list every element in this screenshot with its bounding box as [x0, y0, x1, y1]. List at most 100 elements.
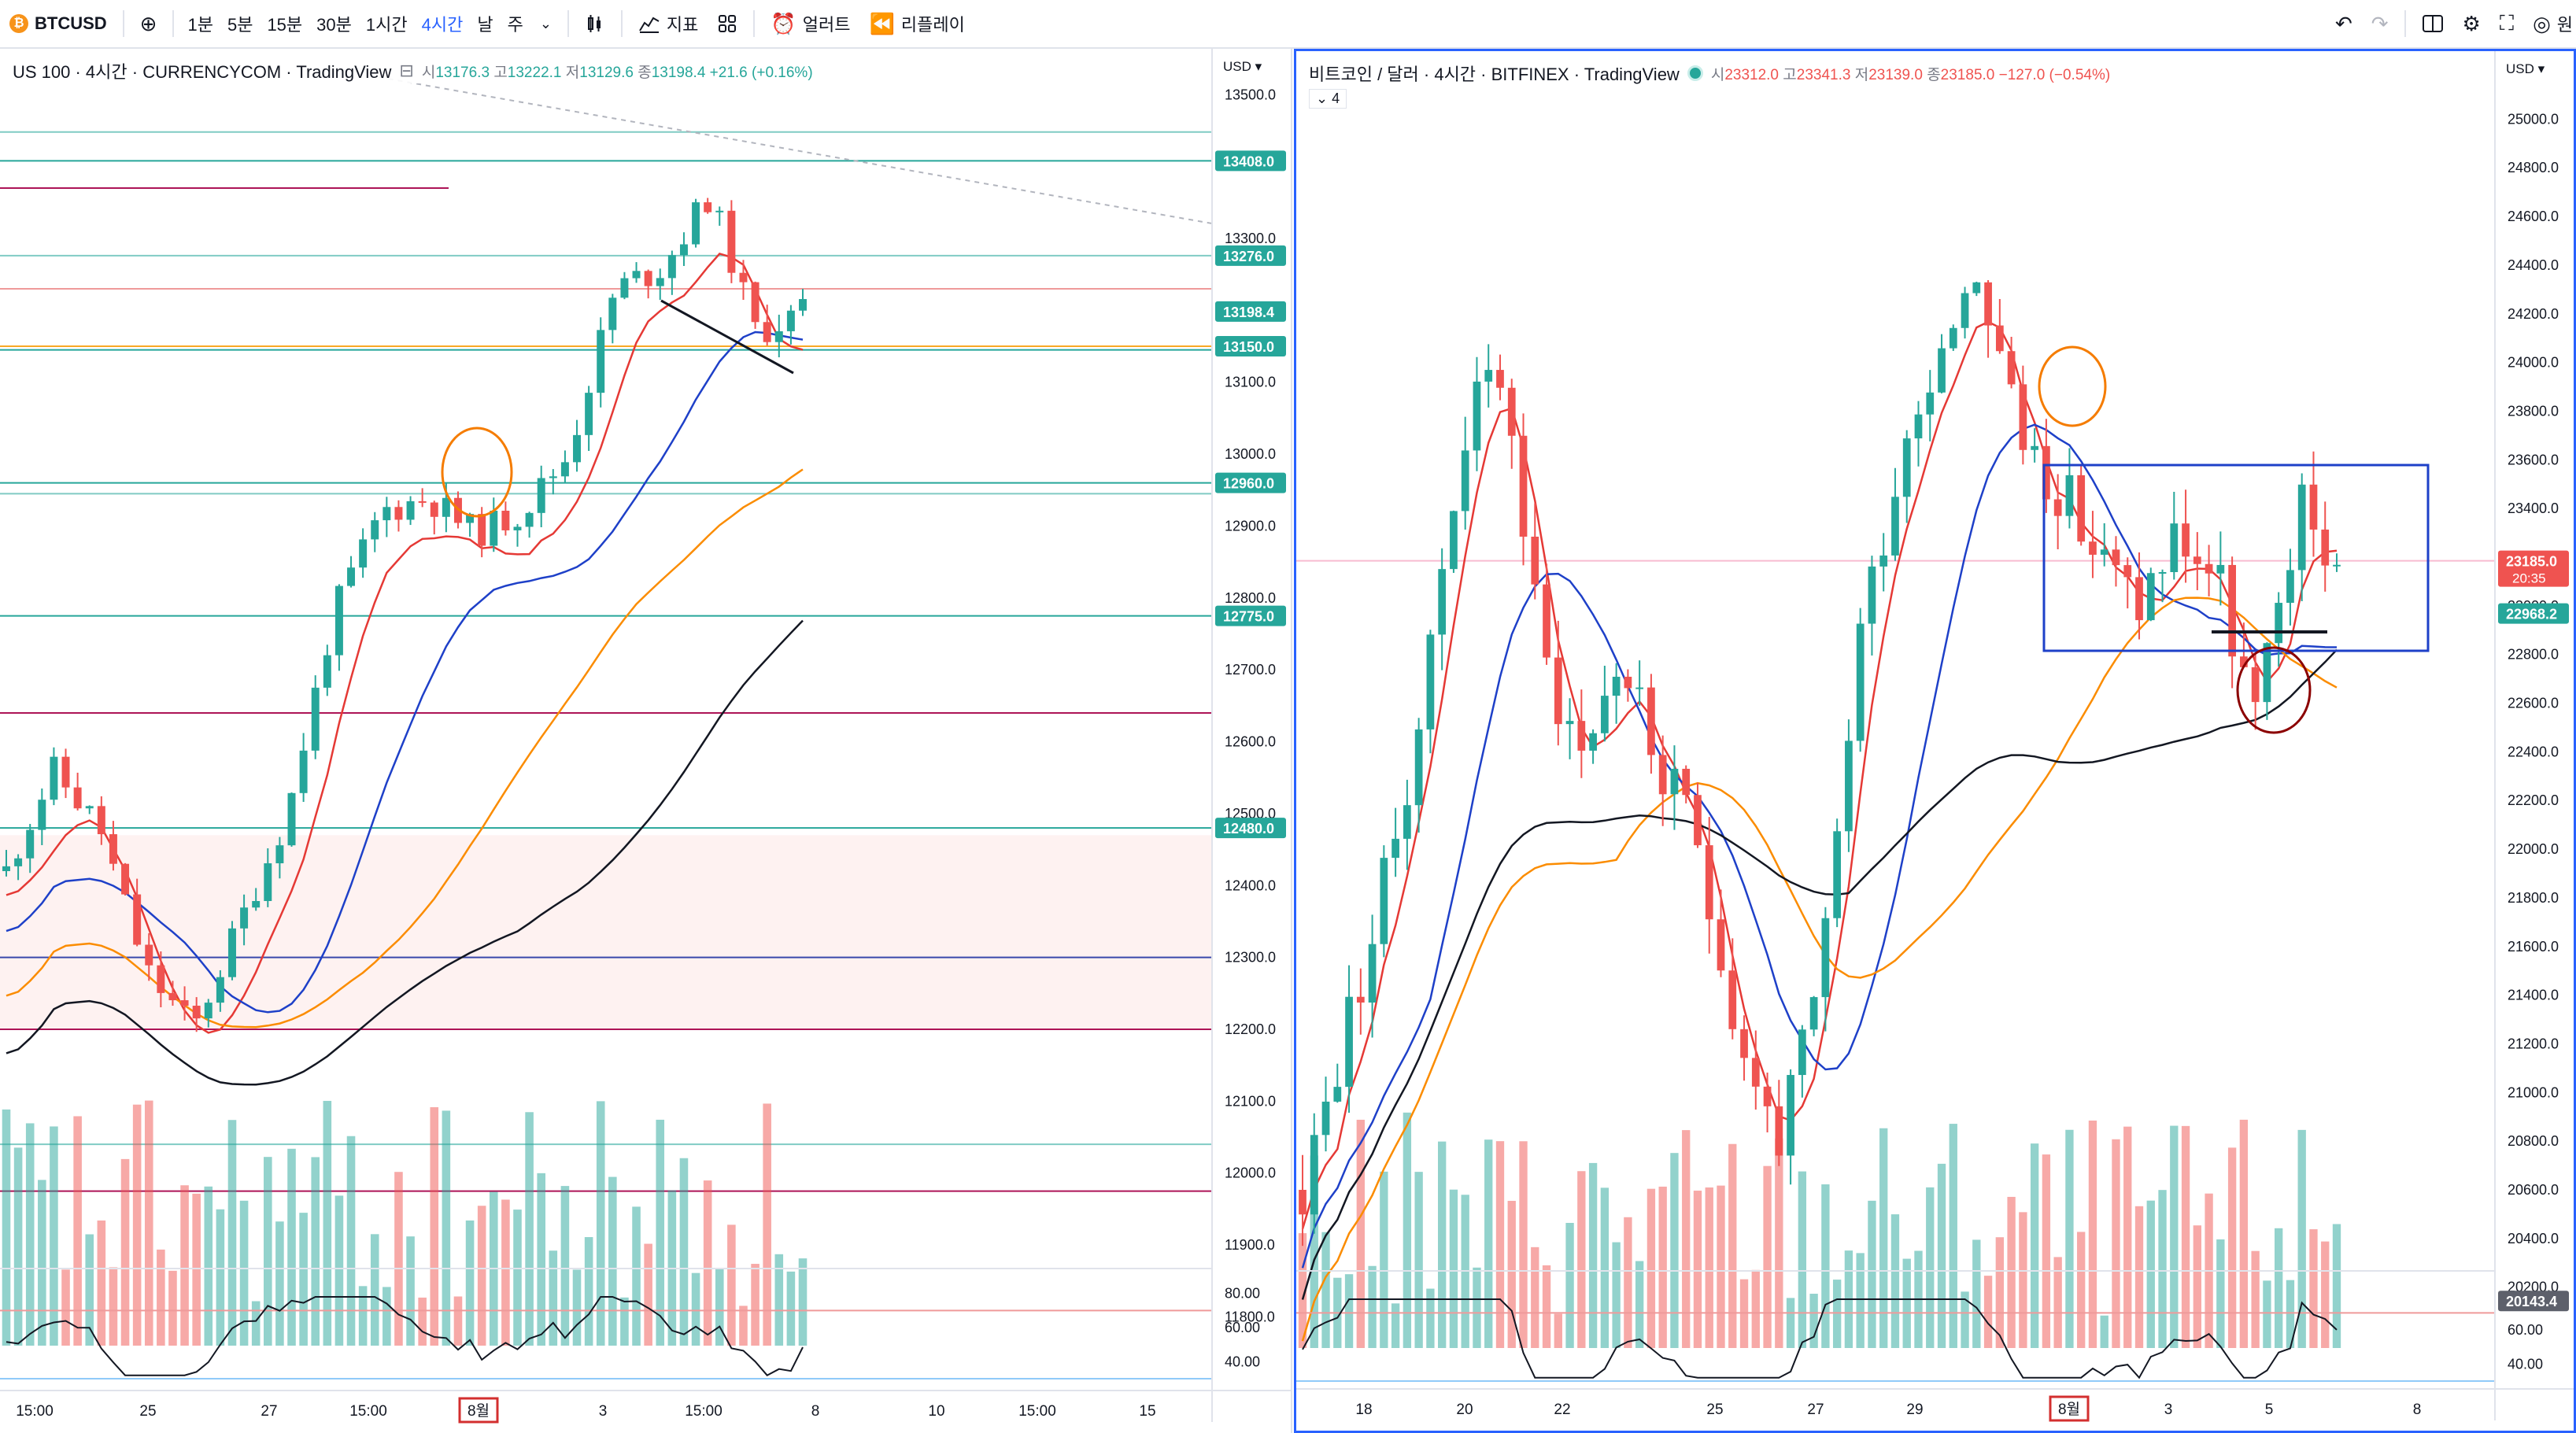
hide-icon[interactable]: ⊟	[399, 61, 414, 80]
interval-tab-7[interactable]: 주	[507, 15, 523, 35]
candle-body	[727, 210, 736, 273]
candle-body	[240, 907, 249, 929]
price-tick-label: 21000.0	[2508, 1084, 2559, 1100]
chevron-down-icon: ⌄	[539, 15, 552, 31]
candle-body	[2275, 603, 2283, 644]
divider	[567, 10, 569, 37]
moving-average-line	[6, 619, 804, 1086]
candle-body	[2065, 475, 2074, 516]
candle-body	[1507, 387, 1516, 436]
volume-bar	[1542, 1265, 1551, 1348]
candle-body	[525, 512, 534, 527]
fullscreen-button[interactable]: ⛶	[2490, 0, 2523, 47]
candle-body	[2031, 445, 2039, 450]
time-tick-label: 25	[139, 1403, 156, 1420]
candle-body	[620, 278, 629, 298]
volume-bar	[2158, 1190, 2167, 1348]
volume-bar	[2275, 1228, 2283, 1348]
volume-bar	[1786, 1298, 1795, 1348]
candle-body	[1484, 370, 1493, 382]
price-badge-bg	[1215, 301, 1286, 322]
price-tick-label: 24200.0	[2508, 306, 2559, 322]
interval-tab-1[interactable]: 5분	[227, 15, 253, 35]
volume-bar	[1705, 1187, 1713, 1348]
interval-tab-0[interactable]: 1분	[187, 15, 213, 35]
redo-button[interactable]: ↷	[2362, 0, 2398, 47]
layout-button[interactable]	[2412, 0, 2453, 47]
replay-button[interactable]: ⏪ 리플레이	[860, 0, 974, 47]
symbol-search-button[interactable]: ₿ BTCUSD	[0, 0, 116, 47]
candle-body	[1787, 1075, 1794, 1156]
volume-bar	[50, 1126, 58, 1346]
add-symbol-button[interactable]: ⊕	[131, 0, 167, 47]
volume-bar	[1751, 1269, 1760, 1348]
volume-bar	[501, 1199, 510, 1346]
candle-body	[1938, 348, 1946, 393]
market-status-icon	[1687, 65, 1703, 81]
interval-tab-5[interactable]: 4시간	[421, 15, 464, 35]
volume-bar	[1821, 1184, 1830, 1348]
annotation-circle	[2236, 646, 2312, 734]
candle-body	[1740, 1029, 1748, 1058]
chart-type-button[interactable]	[575, 0, 615, 47]
candle-body	[2228, 564, 2236, 657]
snapshot-button[interactable]: ◎ 원	[2523, 0, 2576, 47]
price-tick-label: 13100.0	[1225, 375, 1276, 390]
candle-body	[275, 845, 284, 864]
candle-body	[61, 756, 70, 788]
indicators-collapse-button[interactable]: ⌄ 4	[1309, 89, 1347, 109]
left-price-chart[interactable]: USD ▾ 13500.0 13300.0 13100.0 13000.0 12900.0…	[0, 49, 1291, 1433]
volume-bar	[2286, 1280, 2295, 1348]
candle-body	[2, 866, 10, 871]
candle-body	[1972, 282, 1981, 294]
candle-body	[1426, 634, 1435, 729]
price-tick-label: 12400.0	[1225, 877, 1276, 893]
volume-bar	[358, 1286, 368, 1346]
candle-body	[774, 331, 783, 342]
candle-body	[513, 526, 522, 530]
candle-body	[1414, 729, 1423, 806]
time-tick-label: 15	[1139, 1403, 1155, 1420]
interval-tab-6[interactable]: 날	[477, 15, 493, 35]
candle-body	[38, 800, 46, 830]
divider	[620, 10, 623, 37]
indicators-button[interactable]: 지표	[629, 0, 708, 47]
replay-label: 리플레이	[900, 15, 965, 35]
candle-body	[2216, 564, 2225, 574]
volume-bar	[394, 1172, 403, 1346]
interval-dropdown-button[interactable]: ⌄	[530, 0, 561, 47]
undo-button[interactable]: ↶	[2326, 0, 2362, 47]
interval-tab-4[interactable]: 1시간	[365, 15, 408, 35]
candle-body	[2170, 523, 2179, 572]
right-chart-panel[interactable]: USD ▾ 25000.0 24800.0 24600.0 24400.0 24200.0…	[1294, 49, 2576, 1433]
time-tick-label: 3	[599, 1403, 608, 1420]
high-label: 고	[1783, 66, 1797, 83]
candle-body	[1531, 536, 1539, 585]
settings-button[interactable]: ⚙	[2453, 0, 2490, 47]
low-value: 23139.0	[1868, 66, 1923, 83]
candle-body	[1496, 370, 1504, 388]
volume-bar	[2193, 1225, 2201, 1348]
volume-bar	[2263, 1280, 2271, 1348]
left-chart-title: US 100 · 4시간 · CURRENCYCOM · TradingView	[13, 62, 392, 82]
indicators-label: 지표	[666, 15, 699, 35]
candle-body	[1914, 414, 1923, 439]
right-price-chart[interactable]: USD ▾ 25000.0 24800.0 24600.0 24400.0 24200.0…	[1296, 51, 2574, 1431]
candle-body	[1949, 327, 1957, 349]
left-chart-panel[interactable]: USD ▾ 13500.0 13300.0 13100.0 13000.0 12900.0…	[0, 49, 1292, 1433]
moving-average-line	[6, 468, 804, 1029]
volume-bar	[1868, 1200, 1876, 1348]
volume-bar	[1344, 1274, 1354, 1348]
alert-button[interactable]: ⏰ 얼러트	[761, 0, 859, 47]
layout-grid-button[interactable]	[708, 0, 747, 47]
volume-bar	[2181, 1125, 2190, 1348]
volume-bar	[251, 1301, 261, 1346]
interval-tab-3[interactable]: 30분	[316, 15, 352, 35]
candle-body	[442, 497, 450, 517]
volume-bar	[1414, 1172, 1423, 1348]
time-tick-label: 8	[811, 1403, 820, 1420]
interval-tab-2[interactable]: 15분	[267, 15, 303, 35]
candle-body	[704, 202, 712, 212]
candle-body	[287, 792, 296, 846]
time-tick-label: 27	[261, 1403, 277, 1420]
